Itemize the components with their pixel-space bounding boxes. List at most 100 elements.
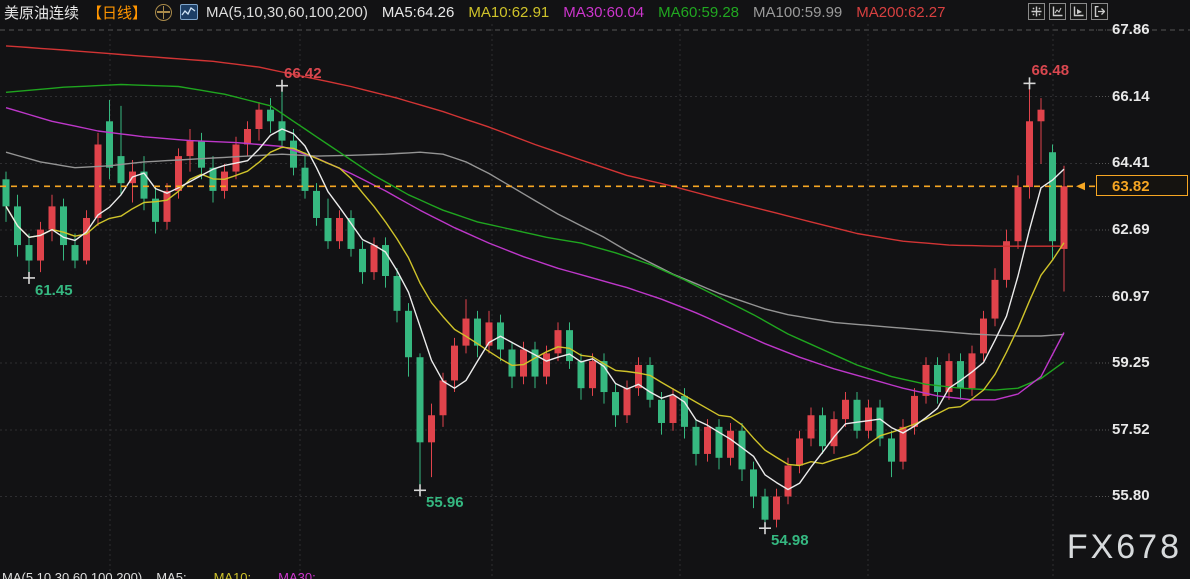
ma200-line bbox=[5, 45, 1064, 247]
y-axis-tick-label: 67.86 bbox=[1112, 21, 1150, 38]
candle-body bbox=[888, 438, 895, 462]
candle-body bbox=[324, 217, 332, 242]
candle-body bbox=[175, 156, 182, 191]
instrument-title: 美原油连续 bbox=[4, 4, 80, 22]
ma5-line bbox=[5, 128, 1065, 491]
candle-body bbox=[25, 245, 33, 261]
candle-body bbox=[267, 109, 274, 122]
chart-header: 美原油连续 【日线】 MA(5,10,30,60,100,200) MA5:64… bbox=[0, 0, 1190, 24]
ma10-line bbox=[5, 146, 1065, 467]
candle-body bbox=[842, 399, 849, 420]
candle-body bbox=[106, 121, 113, 168]
candle-body bbox=[48, 206, 56, 230]
candle-body bbox=[520, 349, 527, 377]
candle-body bbox=[140, 171, 148, 199]
candle-body bbox=[462, 318, 470, 346]
candle-body bbox=[370, 245, 378, 273]
candle-body bbox=[393, 276, 401, 311]
ma5-value: MA5:64.26 bbox=[381, 3, 455, 21]
candle-body bbox=[600, 361, 608, 393]
candle-body bbox=[612, 392, 619, 416]
candle-body bbox=[577, 361, 585, 389]
candle-body bbox=[738, 430, 746, 470]
candle-body bbox=[347, 217, 355, 249]
y-axis-tick-label: 55.80 bbox=[1112, 487, 1150, 505]
clipped-ma30: MA30:… bbox=[278, 571, 329, 579]
candle-body bbox=[1003, 241, 1010, 280]
price-annotation: 54.98 bbox=[771, 532, 809, 550]
candle-body bbox=[623, 388, 631, 416]
candle-body bbox=[1060, 186, 1068, 249]
candle-body bbox=[853, 399, 861, 431]
ma100-line bbox=[5, 151, 1065, 337]
candle-body bbox=[71, 245, 79, 261]
candle-body bbox=[715, 426, 723, 458]
ma100-value: MA100:59.99 bbox=[753, 3, 843, 21]
candle-body bbox=[876, 407, 884, 439]
candle-body bbox=[336, 217, 343, 242]
candle-body bbox=[244, 129, 251, 145]
clipped-ma10: MA10:… bbox=[213, 571, 265, 579]
candle-body bbox=[669, 395, 677, 423]
candle-body bbox=[439, 380, 447, 416]
candle-body bbox=[221, 171, 228, 191]
candle-body bbox=[186, 140, 194, 157]
candle-body bbox=[957, 361, 964, 389]
candle-body bbox=[451, 345, 458, 381]
candle-body bbox=[94, 144, 102, 218]
candle-body bbox=[359, 248, 366, 273]
ma60-value: MA60:59.28 bbox=[658, 3, 740, 21]
ma200-value: MA200:62.27 bbox=[856, 3, 946, 21]
clipped-ma5: MA5:… bbox=[156, 571, 200, 579]
axes-play-icon[interactable] bbox=[1070, 3, 1087, 20]
timeframe-badge[interactable]: 【日线】 bbox=[87, 4, 148, 22]
candle-body bbox=[934, 364, 941, 393]
candle-body bbox=[83, 217, 90, 261]
axes-chart-icon[interactable] bbox=[1049, 3, 1066, 20]
candle-body bbox=[1037, 109, 1045, 122]
ma30-value: MA30:60.04 bbox=[563, 3, 645, 21]
clipped-ma-settings: MA(5,10,30,60,100,200) bbox=[2, 571, 143, 579]
ma60-line bbox=[5, 83, 1065, 391]
candle-body bbox=[899, 426, 907, 462]
candle-body bbox=[428, 415, 435, 443]
candle-body bbox=[807, 415, 815, 439]
candle-body bbox=[796, 438, 803, 466]
watermark: FX678 bbox=[1066, 528, 1182, 566]
price-annotation: 55.96 bbox=[426, 494, 464, 512]
exit-chart-icon[interactable] bbox=[1091, 3, 1108, 20]
price-annotation: 66.48 bbox=[1031, 62, 1070, 80]
candle-body bbox=[784, 465, 792, 497]
candle-body bbox=[991, 279, 999, 319]
candle-body bbox=[589, 361, 596, 389]
chart-type-icon[interactable] bbox=[180, 4, 199, 20]
candle-body bbox=[163, 190, 171, 222]
candle-body bbox=[761, 496, 769, 520]
candle-body bbox=[773, 496, 780, 520]
candle-body bbox=[865, 407, 872, 431]
target-icon[interactable] bbox=[155, 3, 173, 21]
candle-body bbox=[117, 156, 125, 184]
candle-body bbox=[485, 322, 493, 346]
candle-body bbox=[474, 318, 481, 346]
price-annotation: 61.45 bbox=[35, 281, 73, 299]
chart-toolbar bbox=[1028, 3, 1108, 20]
candle-body bbox=[531, 349, 539, 377]
candle-body bbox=[382, 245, 389, 277]
candle-body bbox=[37, 229, 44, 261]
candle-body bbox=[1049, 152, 1056, 242]
current-price-arrow bbox=[1076, 182, 1085, 191]
move-tool-icon[interactable] bbox=[1028, 3, 1045, 20]
candle-body bbox=[60, 206, 67, 246]
candle-body bbox=[945, 361, 953, 393]
y-axis-tick-label: 57.52 bbox=[1112, 420, 1150, 438]
candle-body bbox=[232, 144, 240, 172]
candle-body bbox=[508, 349, 516, 377]
ma-legend: MA(5,10,30,60,100,200) MA5:64.26 MA10:62… bbox=[206, 4, 945, 21]
candle-body bbox=[198, 140, 205, 168]
candle-body bbox=[543, 353, 550, 377]
ma-settings-label[interactable]: MA(5,10,30,60,100,200) bbox=[206, 3, 368, 21]
y-axis-tick-label: 64.41 bbox=[1112, 154, 1150, 172]
